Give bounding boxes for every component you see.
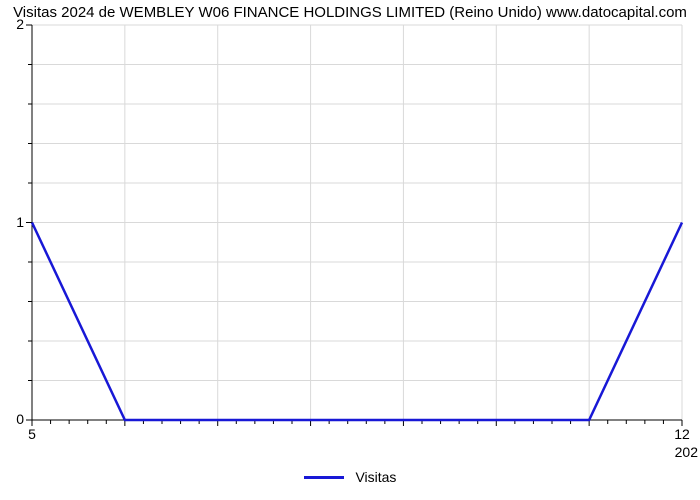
legend: Visitas xyxy=(0,468,700,485)
legend-swatch xyxy=(304,476,344,479)
chart-container: Visitas 2024 de WEMBLEY W06 FINANCE HOLD… xyxy=(0,0,700,500)
x-axis-tick-label: 12 xyxy=(667,426,697,442)
y-axis-tick-label: 1 xyxy=(4,214,24,230)
y-axis-tick-label: 0 xyxy=(4,411,24,427)
x-axis-secondary-label: 202 xyxy=(675,444,698,460)
y-axis-tick-label: 2 xyxy=(4,16,24,32)
chart-plot-svg xyxy=(0,0,700,500)
legend-label: Visitas xyxy=(355,469,396,485)
x-axis-tick-label: 5 xyxy=(17,426,47,442)
